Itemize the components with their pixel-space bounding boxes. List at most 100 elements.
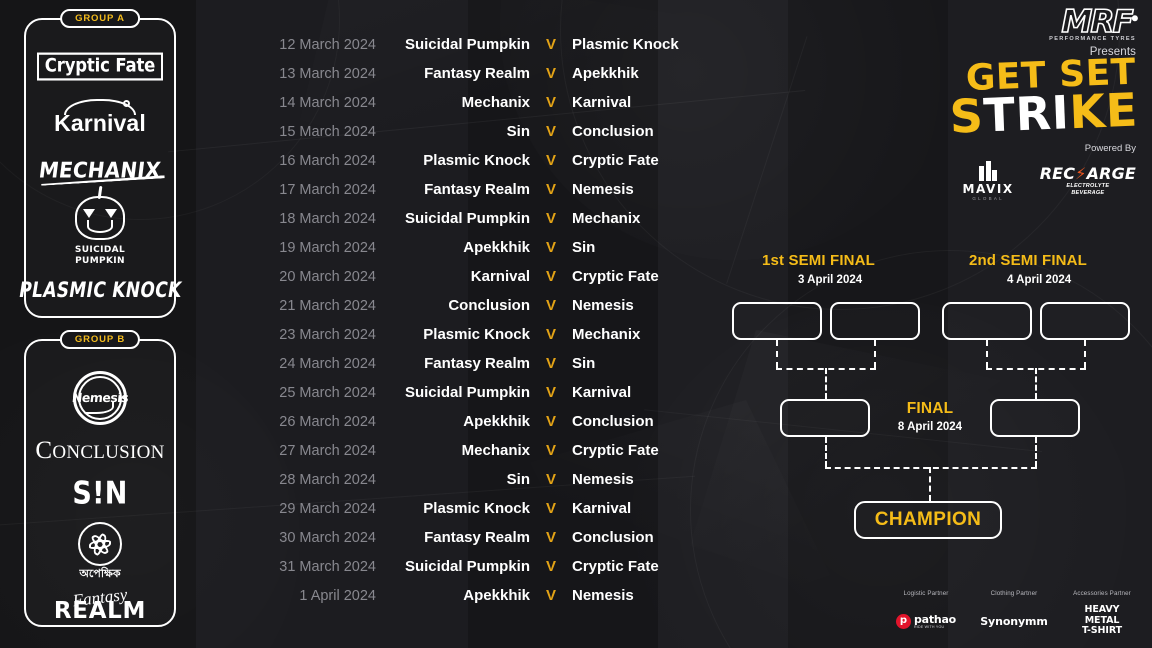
match-home-team: Suicidal Pumpkin	[404, 36, 530, 53]
connector-sf1-b-down	[874, 340, 876, 368]
connector-sf1-a-down	[776, 340, 778, 368]
conclusion-wordmark: CONCLUSION	[35, 436, 165, 464]
groups-panel: GROUP A Cryptic Fate Karnival MECHANIX	[17, 9, 183, 627]
recharge-tagline-2: BEVERAGE	[1071, 189, 1105, 196]
match-home-team: Conclusion	[448, 297, 530, 314]
team-logo-karnival: Karnival	[34, 86, 166, 148]
fantasy-realm-mark: Fantasy REALM	[54, 584, 146, 623]
match-row: 24 March 2024 Fantasy Realm V Sin	[196, 355, 716, 384]
pathao-wordmark: pathao	[913, 612, 957, 626]
connector-final-join	[825, 467, 1037, 469]
semi-final-2-date: 4 April 2024	[1007, 274, 1072, 286]
match-away-team: Mechanix	[572, 210, 641, 227]
match-home-team: Apekkhik	[463, 239, 530, 256]
match-home-team: Plasmic Knock	[423, 326, 530, 343]
match-versus-separator: V	[545, 529, 556, 546]
match-date: 16 March 2024	[279, 153, 376, 169]
match-versus-separator: V	[545, 413, 556, 430]
final-slot-a[interactable]	[780, 399, 870, 437]
hmts-line-3: T-SHIRT	[1081, 625, 1123, 637]
match-home-team: Fantasy Realm	[424, 355, 530, 372]
match-home-team: Fantasy Realm	[424, 529, 530, 546]
partners-footer: Logistic Partner p pathao RIDE WITH YOU …	[892, 590, 1136, 638]
plasmic-knock-wordmark: PLASMIC KNOCK	[16, 277, 184, 303]
connector-to-champion	[929, 467, 931, 501]
pathao-text: pathao RIDE WITH YOU	[914, 614, 956, 629]
partner-accessories: Accessories Partner HEAVY METAL T-SHIRT	[1068, 590, 1136, 638]
match-row: 15 March 2024 Sin V Conclusion	[196, 123, 716, 152]
registered-mark-icon: ®	[1131, 15, 1139, 23]
match-versus-separator: V	[545, 500, 556, 517]
match-away-team: Karnival	[572, 500, 632, 517]
semi-final-1-slot-a[interactable]	[732, 302, 822, 340]
match-date: 18 March 2024	[279, 211, 376, 227]
match-versus-separator: V	[545, 152, 556, 169]
pathao-logo: p pathao RIDE WITH YOU	[895, 613, 956, 629]
match-away-team: Cryptic Fate	[572, 268, 659, 285]
team-logo-sin: S!N	[34, 471, 166, 515]
nemesis-inner-ring-icon	[78, 376, 122, 420]
match-home-team: Plasmic Knock	[423, 500, 530, 517]
sin-wordmark: S!N	[72, 475, 128, 511]
final-title: FINAL	[906, 400, 954, 417]
connector-final-a-down	[825, 437, 827, 467]
match-home-team: Apekkhik	[463, 413, 530, 430]
mechanix-mark: MECHANIX	[38, 157, 161, 180]
match-home-team: Karnival	[470, 268, 530, 285]
partner-accessories-label: Accessories Partner	[1073, 590, 1131, 597]
suicidal-pumpkin-mark: SUICIDAL PUMPKIN	[74, 186, 126, 266]
match-away-team: Nemesis	[572, 181, 634, 198]
match-row: 18 March 2024 Suicidal Pumpkin V Mechanix	[196, 210, 716, 239]
tournament-bracket: 1st SEMI FINAL 3 April 2024 2nd SEMI FIN…	[724, 252, 1134, 552]
match-versus-separator: V	[545, 384, 556, 401]
match-versus-separator: V	[545, 355, 556, 372]
semi-final-1-date: 3 April 2024	[798, 274, 863, 286]
match-away-team: Nemesis	[572, 297, 634, 314]
connector-sf2-b-down	[1084, 340, 1086, 368]
match-away-team: Plasmic Knock	[572, 36, 679, 53]
mavix-tagline: GLOBAL	[972, 196, 1004, 202]
semi-final-2-slot-a[interactable]	[942, 302, 1032, 340]
match-row: 14 March 2024 Mechanix V Karnival	[196, 94, 716, 123]
champion-slot[interactable]: CHAMPION	[854, 501, 1002, 539]
match-versus-separator: V	[545, 558, 556, 575]
mrf-name: MRF	[1061, 4, 1135, 40]
match-versus-separator: V	[545, 210, 556, 227]
match-row: 31 March 2024 Suicidal Pumpkin V Cryptic Fa…	[196, 558, 716, 587]
match-home-team: Suicidal Pumpkin	[404, 210, 530, 227]
match-away-team: Sin	[572, 355, 596, 372]
match-date: 25 March 2024	[279, 385, 376, 401]
team-logo-apekkhik: অপেক্ষিক	[34, 515, 166, 587]
team-logo-fantasy-realm: Fantasy REALM	[34, 584, 166, 635]
match-row: 25 March 2024 Suicidal Pumpkin V Karnival	[196, 384, 716, 413]
semi-final-1-title: 1st SEMI FINAL	[762, 252, 875, 269]
suicidal-pumpkin-wordmark: SUICIDAL PUMPKIN	[74, 245, 126, 266]
match-date: 31 March 2024	[279, 559, 376, 575]
recharge-wordmark: REC⚡ARGE	[1039, 163, 1136, 183]
pumpkin-eye-left-icon	[83, 209, 95, 219]
match-versus-separator: V	[545, 65, 556, 82]
match-date: 26 March 2024	[279, 414, 376, 430]
semi-final-2-slot-b[interactable]	[1040, 302, 1130, 340]
pathao-mark-icon: p	[895, 613, 911, 629]
match-away-team: Cryptic Fate	[572, 558, 659, 575]
recharge-tagline-1: ELECTROLYTE	[1066, 182, 1110, 189]
match-away-team: Karnival	[572, 384, 632, 401]
match-away-team: Apekkhik	[572, 65, 639, 82]
match-date: 27 March 2024	[279, 443, 376, 459]
match-date: 12 March 2024	[279, 37, 376, 53]
final-slot-b[interactable]	[990, 399, 1080, 437]
powered-by-logos: MAVIX GLOBAL REC⚡ARGE ELECTROLYTE BEVERA…	[908, 159, 1136, 201]
match-row: 1 April 2024 Apekkhik V Nemesis	[196, 587, 716, 616]
match-date: 28 March 2024	[279, 472, 376, 488]
pumpkin-frown-icon	[87, 220, 113, 234]
semi-final-2-title: 2nd SEMI FINAL	[969, 252, 1087, 269]
match-versus-separator: V	[545, 36, 556, 53]
match-row: 30 March 2024 Fantasy Realm V Conclusion	[196, 529, 716, 558]
cryptic-fate-wordmark: Cryptic Fate	[36, 52, 164, 80]
semi-final-1-slot-b[interactable]	[830, 302, 920, 340]
team-logo-plasmic-knock: PLASMIC KNOCK	[17, 270, 183, 312]
karnival-wordmark: Karnival	[54, 110, 146, 136]
sponsor-logo-mrf: MRF® PERFORMANCE TYRES	[908, 6, 1139, 43]
match-away-team: Cryptic Fate	[572, 152, 659, 169]
